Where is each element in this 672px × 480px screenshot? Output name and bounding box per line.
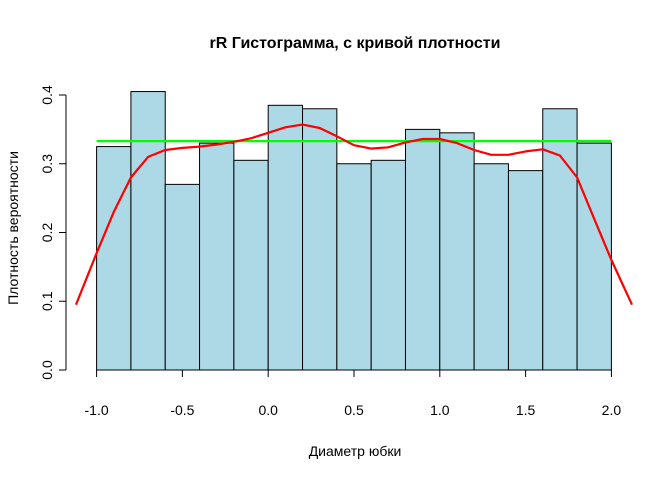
- y-axis: 0.0 0.1 0.2 0.3 0.4: [39, 85, 67, 380]
- y-tick-label: 0.0: [39, 360, 55, 380]
- histogram-bar: [96, 146, 132, 371]
- histogram-bar: [199, 142, 235, 371]
- y-tick-label: 0.1: [39, 291, 55, 311]
- x-axis-label: Диаметр юбки: [309, 443, 402, 459]
- histogram-bar: [404, 128, 441, 371]
- y-axis-label: Плотность вероятности: [5, 151, 21, 305]
- histogram-bar: [507, 170, 544, 371]
- histogram-bars: [96, 91, 612, 371]
- histogram-bar: [302, 108, 338, 371]
- x-tick-label: 1.5: [516, 402, 536, 418]
- x-tick-label: -1.0: [85, 402, 109, 418]
- histogram-bar: [233, 159, 269, 371]
- histogram-bar: [473, 163, 509, 371]
- histogram-bar: [576, 142, 612, 371]
- density-lines: [74, 123, 633, 306]
- histogram-bar: [439, 132, 475, 371]
- x-axis: -1.0 -0.5 0.0 0.5 1.0 1.5 2.0: [85, 369, 622, 418]
- y-tick-label: 0.4: [39, 85, 55, 105]
- x-tick-label: 0.5: [344, 402, 364, 418]
- y-tick-label: 0.3: [39, 154, 55, 174]
- x-tick-label: 2.0: [602, 402, 622, 418]
- histogram-bar: [164, 183, 201, 371]
- histogram-bar: [130, 91, 166, 371]
- histogram-bar: [370, 159, 406, 371]
- y-tick-label: 0.2: [39, 223, 55, 243]
- histogram-bar: [336, 163, 372, 371]
- histogram-bar: [267, 104, 304, 371]
- x-tick-label: -0.5: [170, 402, 194, 418]
- kernel-density-line: [74, 123, 633, 306]
- x-tick-label: 1.0: [430, 402, 450, 418]
- histogram-bar: [542, 108, 578, 371]
- chart-title: rR Гистограмма, с кривой плотности: [210, 35, 501, 52]
- x-tick-label: 0.0: [258, 402, 278, 418]
